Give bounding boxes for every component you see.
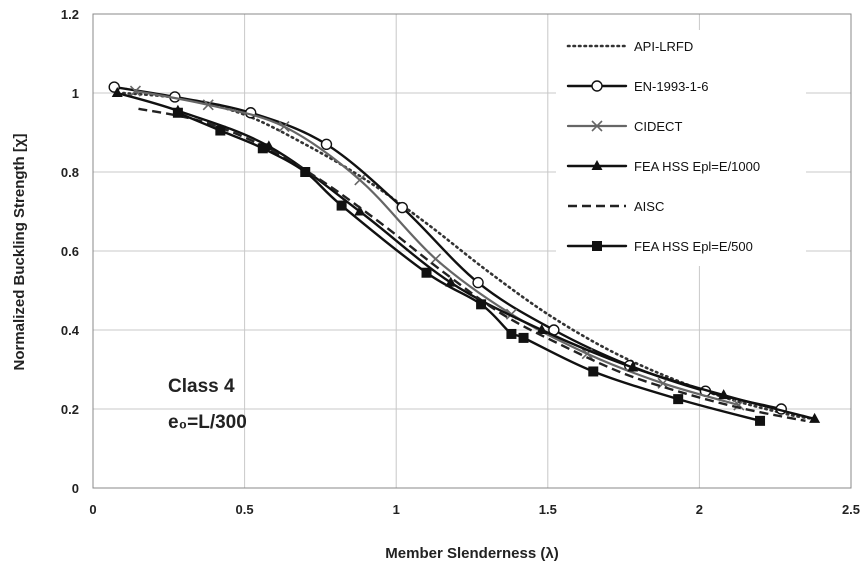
data-point: [472, 276, 484, 289]
legend-label: API-LRFD: [634, 39, 693, 54]
data-point: [354, 205, 366, 216]
legend-item: API-LRFD: [566, 39, 693, 54]
x-tick-label: 0: [89, 502, 96, 517]
legend-label: FEA HSS Epl=E/1000: [634, 159, 760, 174]
legend-marker: [591, 120, 603, 132]
series-4: [138, 107, 806, 423]
series-5: [172, 107, 766, 426]
data-point: [172, 107, 183, 118]
x-tick-label: 1.5: [539, 502, 557, 517]
data-point: [421, 267, 432, 278]
legend-item: AISC: [568, 199, 664, 214]
data-point: [129, 85, 142, 97]
data-point: [202, 99, 214, 111]
x-axis-title: Member Slenderness (λ): [385, 545, 558, 562]
series-layer: [108, 81, 821, 426]
data-point: [536, 324, 548, 334]
legend-marker: [592, 241, 602, 251]
x-tick-label: 1: [393, 502, 400, 517]
y-tick-label: 0.4: [61, 323, 80, 338]
data-point: [588, 366, 599, 377]
data-point: [111, 87, 123, 97]
x-tick-label: 2: [696, 502, 703, 517]
legend-label: AISC: [634, 199, 664, 214]
legend-item: CIDECT: [566, 119, 682, 134]
y-tick-label: 0: [72, 481, 79, 496]
data-point: [755, 415, 766, 426]
y-axis-title: Normalized Buckling Strength [χ]: [11, 134, 28, 371]
data-point: [278, 121, 290, 133]
y-tick-label: 1: [72, 86, 79, 101]
data-point: [354, 174, 366, 186]
legend-marker: [591, 80, 603, 92]
data-point: [518, 332, 529, 343]
data-point: [718, 389, 730, 400]
legend: API-LRFD EN-1993-1-6 CIDECT FEA HSS Epl=E/1…: [566, 39, 760, 254]
plot-area: [92, 13, 852, 489]
data-point: [396, 201, 408, 214]
axis-ticks: 0 0.5 1 1.5 2 2.5 0 0.2 0.4 0.6 0.8 1 1.2: [61, 7, 860, 517]
legend-item: EN-1993-1-6: [566, 79, 708, 94]
data-point: [476, 299, 487, 310]
legend-marker: [591, 160, 603, 170]
data-point: [733, 399, 745, 411]
data-point: [506, 328, 517, 339]
legend-label: CIDECT: [634, 119, 682, 134]
series-2: [129, 85, 745, 411]
data-point: [300, 167, 311, 177]
legend-label: FEA HSS Epl=E/500: [634, 239, 753, 254]
x-tick-label: 0.5: [236, 502, 254, 517]
legend-label: EN-1993-1-6: [634, 79, 708, 94]
annotation-class: Class 4: [168, 376, 235, 397]
data-point: [673, 394, 684, 405]
annotation-eccentricity: e₀=L/300: [168, 412, 247, 433]
data-point: [215, 125, 226, 136]
y-tick-label: 1.2: [61, 7, 79, 22]
legend-item: FEA HSS Epl=E/500: [566, 239, 753, 254]
x-tick-label: 2.5: [842, 502, 860, 517]
y-tick-label: 0.6: [61, 244, 79, 259]
data-point: [627, 361, 639, 372]
legend-item: FEA HSS Epl=E/1000: [566, 159, 760, 174]
series-line: [138, 107, 806, 423]
data-point: [445, 276, 457, 287]
y-tick-label: 0.8: [61, 165, 79, 180]
legend-box: [556, 30, 806, 266]
data-point: [336, 200, 347, 211]
data-point: [257, 143, 268, 154]
y-tick-label: 0.2: [61, 402, 79, 417]
data-point: [320, 138, 333, 151]
data-point: [809, 412, 821, 423]
